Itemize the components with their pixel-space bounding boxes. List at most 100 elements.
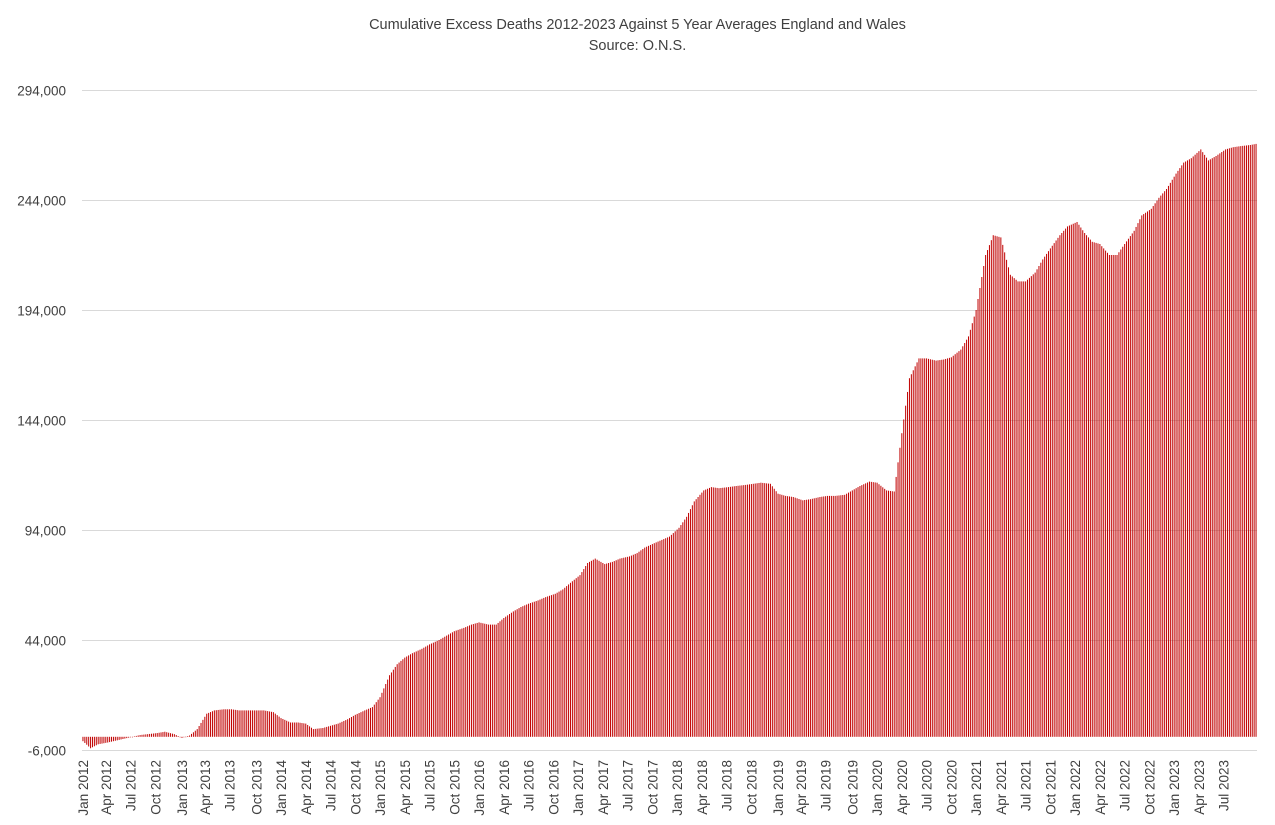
bar <box>1046 253 1048 737</box>
x-axis-ticks: Jan 2012 Apr 2012 Jul 2012 Oct 2012 Jan 2013… <box>76 760 1232 816</box>
bar <box>908 378 910 737</box>
bar <box>95 736 97 746</box>
bar <box>528 603 530 737</box>
bar <box>124 736 126 739</box>
bar <box>1013 278 1015 737</box>
bar <box>1076 222 1078 737</box>
bar <box>1181 165 1183 737</box>
bar <box>240 710 242 737</box>
bar <box>343 720 345 737</box>
bar <box>571 581 573 737</box>
bar <box>482 623 484 737</box>
x-tick-label: Apr 2014 <box>299 760 314 815</box>
bar <box>969 329 971 737</box>
bar <box>649 544 651 737</box>
bar <box>550 595 552 737</box>
bar <box>1247 145 1249 737</box>
x-tick-label: Oct 2018 <box>744 760 759 815</box>
bar <box>766 483 768 737</box>
bar <box>425 646 427 737</box>
bar <box>722 487 724 737</box>
bar <box>844 494 846 737</box>
bar <box>1072 223 1074 737</box>
bar <box>737 485 739 737</box>
bar <box>1067 226 1069 737</box>
x-tick-label: Jul 2020 <box>920 760 935 811</box>
bar <box>189 735 191 737</box>
bar <box>543 597 545 737</box>
bar <box>1147 211 1148 737</box>
bar <box>1179 168 1181 737</box>
bar <box>606 563 608 737</box>
x-tick-label: Apr 2019 <box>794 760 809 815</box>
bar <box>135 735 137 737</box>
bar <box>1065 228 1067 737</box>
bar <box>613 561 615 737</box>
bar <box>809 499 811 737</box>
bar <box>943 359 945 737</box>
bar <box>105 736 107 743</box>
bar <box>217 709 219 737</box>
bar <box>1097 243 1099 737</box>
bar <box>381 692 383 737</box>
bar <box>486 624 488 737</box>
bar <box>1084 233 1086 737</box>
bar <box>615 560 617 737</box>
bar <box>1015 279 1017 737</box>
bar <box>1236 146 1238 737</box>
bar <box>122 736 124 739</box>
bar <box>187 736 189 737</box>
bar <box>1217 154 1219 737</box>
bar <box>166 732 168 737</box>
bar <box>764 483 766 737</box>
bar <box>937 360 939 737</box>
bar <box>872 482 874 737</box>
bar <box>558 591 560 737</box>
bar <box>659 540 661 737</box>
bar <box>1202 152 1204 737</box>
bar <box>625 557 627 737</box>
bar <box>457 629 459 737</box>
bar <box>419 649 421 737</box>
bar <box>141 734 143 737</box>
bar <box>354 714 356 737</box>
bar <box>1207 160 1209 737</box>
bar <box>562 589 564 737</box>
bar <box>101 736 103 744</box>
bar <box>151 733 153 737</box>
bar <box>836 495 838 737</box>
bar <box>1139 219 1141 737</box>
bar <box>1185 161 1187 737</box>
bar <box>1166 189 1168 737</box>
bar <box>800 499 802 737</box>
gridlines <box>82 90 1257 751</box>
bar <box>933 360 935 737</box>
bar <box>379 697 381 737</box>
bar <box>133 736 135 737</box>
bar <box>1034 272 1036 737</box>
bar <box>657 541 659 737</box>
bar <box>488 624 490 737</box>
x-tick-label: Oct 2020 <box>944 760 959 815</box>
bar <box>415 651 417 737</box>
bar <box>752 483 754 737</box>
bar <box>966 339 968 737</box>
bar <box>1002 244 1004 737</box>
bar <box>272 712 274 737</box>
bar <box>1122 246 1124 737</box>
bar <box>389 675 391 737</box>
bar <box>402 659 404 737</box>
bar <box>798 498 800 737</box>
bar <box>1086 235 1088 737</box>
bar <box>1251 144 1253 737</box>
bar <box>470 624 472 737</box>
x-tick-label: Jan 2014 <box>274 760 289 816</box>
bar <box>688 512 690 737</box>
x-tick-label: Apr 2015 <box>398 760 413 815</box>
bar <box>556 592 558 737</box>
bar <box>107 736 109 743</box>
bar <box>493 624 495 737</box>
bar <box>729 486 731 737</box>
bar <box>225 709 227 737</box>
